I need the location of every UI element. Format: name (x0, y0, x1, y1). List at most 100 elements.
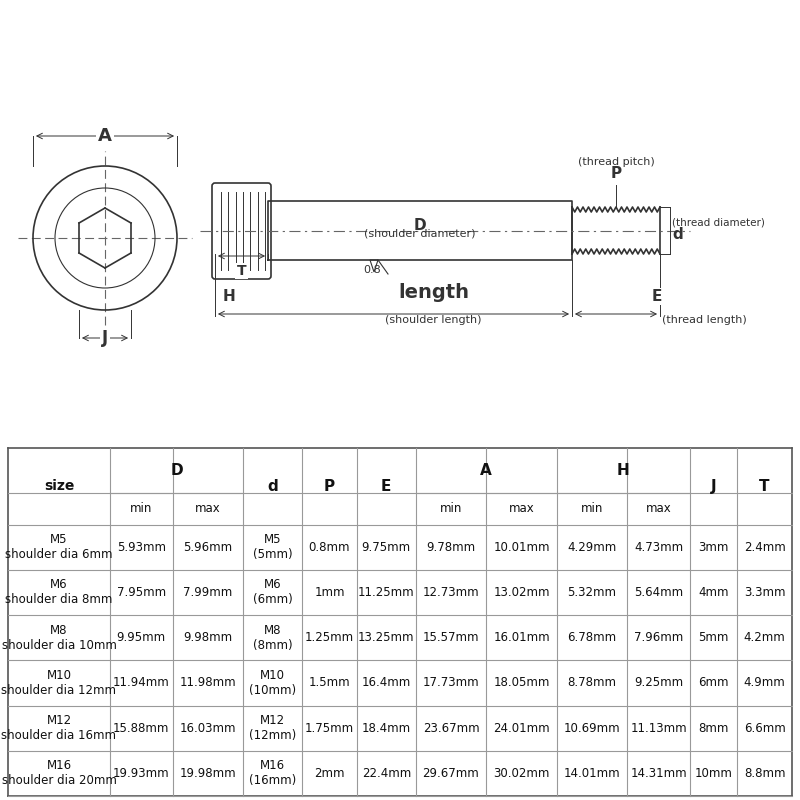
Text: P: P (610, 166, 622, 181)
Text: 11.25mm: 11.25mm (358, 586, 414, 599)
Text: 19.93mm: 19.93mm (113, 767, 170, 780)
Text: 15.57mm: 15.57mm (422, 631, 479, 644)
Text: 5.32mm: 5.32mm (567, 586, 617, 599)
Text: (thread length): (thread length) (662, 315, 746, 325)
Text: H: H (617, 463, 630, 478)
Text: 3mm: 3mm (698, 541, 729, 554)
Text: 24.01mm: 24.01mm (494, 722, 550, 734)
Text: A: A (98, 127, 112, 145)
Text: size: size (44, 479, 74, 494)
Text: M5
(5mm): M5 (5mm) (253, 533, 293, 561)
Text: J: J (102, 329, 108, 347)
Text: 7.96mm: 7.96mm (634, 631, 683, 644)
Text: D: D (170, 463, 183, 478)
Text: 1.25mm: 1.25mm (305, 631, 354, 644)
Text: 13.02mm: 13.02mm (494, 586, 550, 599)
Text: 2.4mm: 2.4mm (744, 541, 786, 554)
Text: 11.98mm: 11.98mm (180, 676, 236, 690)
Text: 10.01mm: 10.01mm (494, 541, 550, 554)
Text: (shoulder length): (shoulder length) (386, 315, 482, 325)
Text: M10
shoulder dia 12mm: M10 shoulder dia 12mm (2, 669, 117, 697)
Text: 6.78mm: 6.78mm (567, 631, 617, 644)
Text: 11.94mm: 11.94mm (113, 676, 170, 690)
Text: 4.2mm: 4.2mm (744, 631, 786, 644)
Text: 8.78mm: 8.78mm (567, 676, 617, 690)
Text: M8
(8mm): M8 (8mm) (253, 624, 293, 652)
Text: M16
shoulder dia 20mm: M16 shoulder dia 20mm (2, 759, 116, 787)
Text: 7.95mm: 7.95mm (117, 586, 166, 599)
Text: 1.5mm: 1.5mm (309, 676, 350, 690)
Text: 4.9mm: 4.9mm (744, 676, 786, 690)
Text: 0.8mm: 0.8mm (309, 541, 350, 554)
Text: 3.3mm: 3.3mm (744, 586, 786, 599)
Text: d: d (267, 478, 278, 494)
Text: H: H (223, 289, 236, 304)
Text: 12.73mm: 12.73mm (422, 586, 479, 599)
Text: 10mm: 10mm (694, 767, 733, 780)
Text: 30.02mm: 30.02mm (494, 767, 550, 780)
Text: 5.64mm: 5.64mm (634, 586, 683, 599)
Text: 4.73mm: 4.73mm (634, 541, 683, 554)
Text: M16
(16mm): M16 (16mm) (249, 759, 296, 787)
Text: 9.98mm: 9.98mm (183, 631, 233, 644)
Text: 19.98mm: 19.98mm (180, 767, 236, 780)
Text: 16.4mm: 16.4mm (362, 676, 411, 690)
Text: max: max (195, 502, 221, 515)
Text: 1mm: 1mm (314, 586, 345, 599)
Text: min: min (581, 502, 603, 515)
Text: 16.03mm: 16.03mm (180, 722, 236, 734)
Text: 8mm: 8mm (698, 722, 729, 734)
Text: M6
shoulder dia 8mm: M6 shoulder dia 8mm (6, 578, 113, 606)
Text: M12
(12mm): M12 (12mm) (249, 714, 296, 742)
Text: M5
shoulder dia 6mm: M5 shoulder dia 6mm (6, 533, 113, 561)
Text: 14.31mm: 14.31mm (630, 767, 687, 780)
Text: 10.69mm: 10.69mm (564, 722, 620, 734)
Text: (shoulder diameter): (shoulder diameter) (364, 229, 476, 238)
Text: 1.75mm: 1.75mm (305, 722, 354, 734)
Text: 8.8mm: 8.8mm (744, 767, 786, 780)
Text: max: max (646, 502, 671, 515)
Text: 9.75mm: 9.75mm (362, 541, 411, 554)
Text: 18.4mm: 18.4mm (362, 722, 411, 734)
Text: min: min (440, 502, 462, 515)
Text: 5mm: 5mm (698, 631, 729, 644)
Text: P: P (324, 478, 335, 494)
Text: 9.95mm: 9.95mm (117, 631, 166, 644)
Text: 29.67mm: 29.67mm (422, 767, 479, 780)
Text: M12
shoulder dia 16mm: M12 shoulder dia 16mm (2, 714, 117, 742)
Text: (thread pitch): (thread pitch) (578, 157, 654, 167)
Text: 18.05mm: 18.05mm (494, 676, 550, 690)
Text: 0.8: 0.8 (363, 265, 381, 275)
Text: E: E (381, 478, 391, 494)
Text: J: J (710, 478, 717, 494)
Text: 15.88mm: 15.88mm (113, 722, 170, 734)
Text: M6
(6mm): M6 (6mm) (253, 578, 293, 606)
Text: M8
shoulder dia 10mm: M8 shoulder dia 10mm (2, 624, 116, 652)
Text: 6.6mm: 6.6mm (744, 722, 786, 734)
Text: 7.99mm: 7.99mm (183, 586, 233, 599)
Text: 16.01mm: 16.01mm (494, 631, 550, 644)
Text: min: min (130, 502, 153, 515)
Text: A: A (480, 463, 492, 478)
Text: 22.4mm: 22.4mm (362, 767, 411, 780)
Text: 23.67mm: 23.67mm (422, 722, 479, 734)
Text: T: T (237, 264, 246, 278)
Text: 14.01mm: 14.01mm (564, 767, 620, 780)
Text: 2mm: 2mm (314, 767, 345, 780)
Text: E: E (652, 289, 662, 304)
Text: 13.25mm: 13.25mm (358, 631, 414, 644)
Text: max: max (509, 502, 534, 515)
Text: T: T (759, 478, 770, 494)
Text: d: d (672, 227, 682, 242)
Text: 4.29mm: 4.29mm (567, 541, 617, 554)
Text: 4mm: 4mm (698, 586, 729, 599)
Text: length: length (398, 283, 469, 302)
Text: 5.93mm: 5.93mm (117, 541, 166, 554)
Text: M10
(10mm): M10 (10mm) (249, 669, 296, 697)
Text: (thread diameter): (thread diameter) (672, 218, 765, 227)
Text: D: D (414, 218, 426, 233)
Text: 9.78mm: 9.78mm (426, 541, 475, 554)
Text: 5.96mm: 5.96mm (183, 541, 233, 554)
Text: 9.25mm: 9.25mm (634, 676, 683, 690)
Text: 17.73mm: 17.73mm (422, 676, 479, 690)
